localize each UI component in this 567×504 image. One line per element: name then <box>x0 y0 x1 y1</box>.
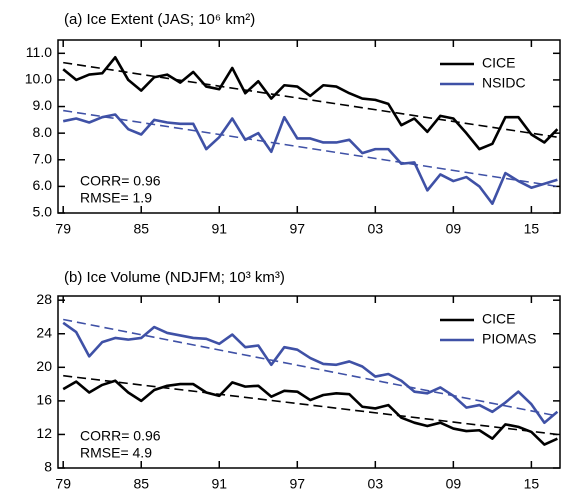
chart-title: (b) Ice Volume (NDJFM; 10³ km³) <box>64 269 285 286</box>
y-tick-label: 10.0 <box>25 71 52 87</box>
y-tick-label: 9.0 <box>33 97 53 113</box>
y-tick-label: 12 <box>36 425 52 441</box>
annotation: RMSE= 4.9 <box>80 445 152 461</box>
x-tick-label: 97 <box>290 476 306 492</box>
x-tick-label: 97 <box>290 221 306 237</box>
chart-title: (a) Ice Extent (JAS; 10⁶ km²) <box>64 11 255 28</box>
x-tick-label: 15 <box>524 476 540 492</box>
y-tick-label: 8.0 <box>33 124 53 140</box>
y-tick-label: 7.0 <box>33 150 53 166</box>
y-tick-label: 5.0 <box>33 204 53 220</box>
legend-label: PIOMAS <box>482 331 536 347</box>
x-tick-label: 85 <box>133 476 149 492</box>
legend-label: NSIDC <box>482 75 526 91</box>
legend-label: CICE <box>482 55 515 71</box>
x-tick-label: 79 <box>55 221 71 237</box>
legend-label: CICE <box>482 311 515 327</box>
x-tick-label: 91 <box>211 476 227 492</box>
x-tick-label: 09 <box>446 221 462 237</box>
x-tick-label: 79 <box>55 476 71 492</box>
y-tick-label: 28 <box>36 291 52 307</box>
y-tick-label: 6.0 <box>33 177 53 193</box>
series-line <box>62 321 559 424</box>
annotation: CORR= 0.96 <box>80 428 161 444</box>
series-line <box>62 56 559 151</box>
x-tick-label: 03 <box>368 476 384 492</box>
plot-frame <box>57 295 561 469</box>
x-tick-label: 09 <box>446 476 462 492</box>
plot-frame <box>57 39 561 214</box>
x-tick-label: 91 <box>211 221 227 237</box>
y-tick-label: 20 <box>36 358 52 374</box>
annotation: CORR= 0.96 <box>80 173 161 189</box>
y-tick-label: 8 <box>44 459 52 475</box>
series-line <box>62 113 558 205</box>
annotation: RMSE= 1.9 <box>80 190 152 206</box>
x-tick-label: 85 <box>133 221 149 237</box>
series-line <box>62 379 558 446</box>
y-tick-label: 11.0 <box>26 44 52 60</box>
y-tick-label: 24 <box>36 324 52 340</box>
x-tick-label: 03 <box>368 221 384 237</box>
trend-line <box>63 374 558 436</box>
y-tick-label: 16 <box>36 392 52 408</box>
x-tick-label: 15 <box>524 221 540 237</box>
